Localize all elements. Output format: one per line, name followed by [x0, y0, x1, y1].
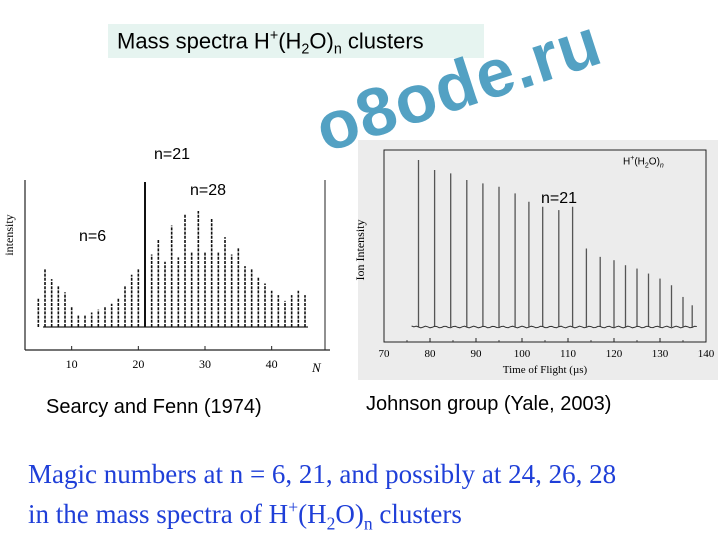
right-x-tick-label: 100 [514, 348, 531, 360]
left-x-tick-label: 30 [199, 357, 211, 371]
annotation-right-n21: n=21 [541, 190, 578, 207]
slide-title: Mass spectra H+(H2O)n clusters [117, 28, 424, 58]
right-x-label: Time of Flight (µs) [503, 364, 588, 376]
right-x-tick-label: 80 [425, 348, 437, 360]
left-x-label: N [311, 360, 322, 375]
conclusion-text: Magic numbers at n = 6, 21, and possibly… [28, 458, 616, 540]
conclusion-line-2: in the mass spectra of H+(H2O)n clusters [28, 497, 462, 534]
caption-johnson: Johnson group (Yale, 2003) [366, 393, 612, 415]
left-x-tick-label: 20 [132, 357, 144, 371]
annotation-n28: n=28 [190, 182, 227, 199]
conclusion-line-1: Magic numbers at n = 6, 21, and possibly… [28, 459, 617, 489]
johnson-tof-spectrum: Ion Intensity Time of Flight (µs) 70 80 90… [353, 149, 715, 376]
left-y-label: intensity [2, 214, 16, 255]
right-x-tick-label: 130 [652, 348, 669, 360]
left-x-tick-label: 10 [66, 357, 78, 371]
left-x-tick-label: 40 [266, 357, 278, 371]
legend-formula: H+(H2O)n [623, 155, 664, 170]
title-background [108, 24, 484, 58]
right-y-label: Ion Intensity [353, 220, 367, 281]
right-plot-frame [383, 149, 707, 343]
right-x-tick-label: 120 [606, 348, 623, 360]
caption-searcy-fenn: Searcy and Fenn (1974) [46, 396, 262, 418]
right-x-tick-label: 90 [471, 348, 483, 360]
annotation-n6: n=6 [79, 228, 107, 245]
right-x-tick-label: 140 [698, 348, 715, 360]
searcy-fenn-spectrum: intensity N 10 20 30 40 [2, 180, 330, 375]
right-x-tick-label: 70 [379, 348, 391, 360]
right-x-tick-label: 110 [560, 348, 577, 360]
annotation-n21: n=21 [154, 146, 191, 163]
right-baseline [411, 325, 697, 329]
